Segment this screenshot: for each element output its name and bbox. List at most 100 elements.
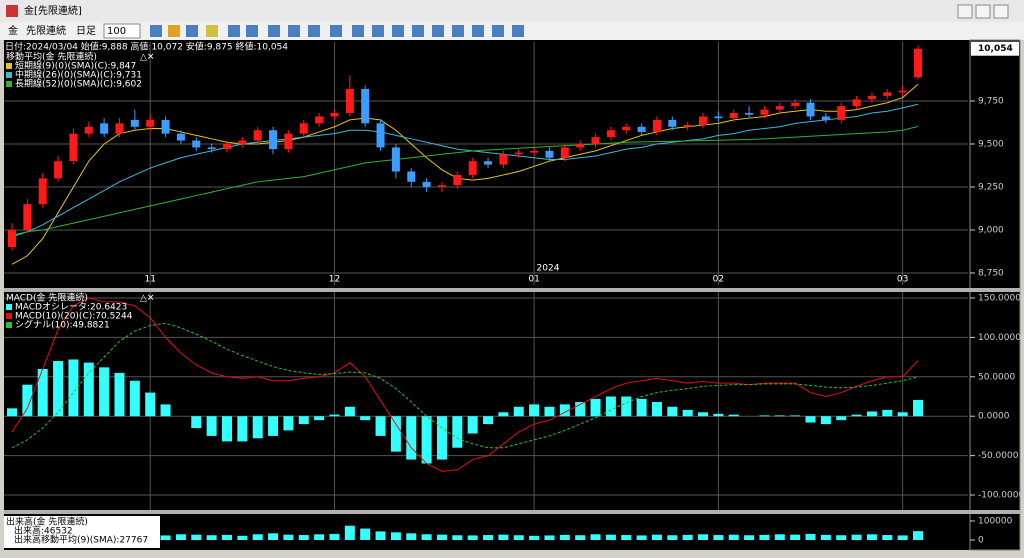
oscillator-bar bbox=[529, 404, 540, 417]
indicator-line bbox=[11, 103, 919, 238]
y-tick-label: 9,250 bbox=[978, 182, 1004, 192]
oscillator-bar bbox=[53, 361, 64, 417]
tool-icon[interactable] bbox=[512, 25, 524, 37]
x-tick-label: 11 bbox=[144, 275, 155, 285]
year-label: 2024 bbox=[537, 264, 560, 274]
candle-body bbox=[361, 88, 370, 124]
tool-icon[interactable] bbox=[288, 25, 300, 37]
oscillator-bar bbox=[314, 416, 325, 421]
oscillator-bar bbox=[237, 416, 248, 442]
tool-icon[interactable] bbox=[432, 25, 444, 37]
y-tick-label: 100000 bbox=[978, 516, 1013, 526]
window-title: 金[先限連続] bbox=[24, 4, 82, 17]
volume-bar bbox=[329, 533, 340, 540]
candle-body bbox=[668, 119, 677, 127]
y-tick-label: 0.0000 bbox=[978, 412, 1010, 422]
oscillator-bar bbox=[698, 412, 709, 417]
legend-swatch bbox=[6, 63, 12, 69]
tool-icon[interactable] bbox=[392, 25, 404, 37]
oscillator-bar bbox=[252, 416, 263, 439]
oscillator-bar bbox=[836, 416, 847, 421]
volume-bar bbox=[175, 534, 186, 540]
legend-title: 出来高(金 先限連続) bbox=[6, 516, 88, 528]
tool-icon[interactable] bbox=[228, 25, 240, 37]
candle-body bbox=[530, 150, 539, 153]
tool-icon[interactable] bbox=[246, 25, 258, 37]
minimize-button[interactable] bbox=[957, 4, 973, 19]
count-input[interactable] bbox=[103, 23, 141, 39]
candle-body bbox=[391, 147, 400, 172]
commodity[interactable]: 金 bbox=[8, 24, 18, 37]
oscillator-bar bbox=[790, 415, 801, 417]
candle-body bbox=[422, 181, 431, 187]
oscillator-bar bbox=[268, 416, 279, 436]
volume-bar bbox=[221, 534, 232, 540]
tool-icon[interactable] bbox=[492, 25, 504, 37]
volume-bar bbox=[851, 534, 862, 540]
tool-icon[interactable] bbox=[150, 25, 162, 37]
volume-bar bbox=[866, 534, 877, 540]
tool-icon[interactable] bbox=[352, 25, 364, 37]
close-button[interactable] bbox=[993, 4, 1009, 19]
oscillator-bar bbox=[390, 416, 401, 452]
candle-body bbox=[729, 113, 738, 119]
oscillator-bar bbox=[621, 396, 632, 417]
contract[interactable]: 先限連続 bbox=[26, 24, 66, 37]
legend-swatch bbox=[6, 322, 12, 328]
y-tick-label: 8,750 bbox=[978, 268, 1004, 278]
legend-title: MACD(金 先限連続) bbox=[6, 292, 88, 304]
candle-body bbox=[192, 140, 201, 148]
y-tick-label: 9,750 bbox=[978, 96, 1004, 106]
tool-icon[interactable] bbox=[168, 25, 180, 37]
tool-icon[interactable] bbox=[472, 25, 484, 37]
toolbar-icons bbox=[150, 25, 524, 37]
volume-bar bbox=[774, 534, 785, 540]
oscillator-bar bbox=[728, 414, 739, 417]
oscillator-bar bbox=[298, 416, 309, 425]
candle-body bbox=[606, 130, 615, 138]
volume-bar bbox=[897, 535, 908, 540]
indicator-line bbox=[11, 125, 919, 236]
oscillator-bar bbox=[559, 404, 570, 417]
last-price-box bbox=[971, 41, 1019, 56]
tool-icon[interactable] bbox=[308, 25, 320, 37]
legend-item: シグナル(10):49.8821 bbox=[15, 319, 110, 331]
tool-icon[interactable] bbox=[372, 25, 384, 37]
legend-close: △✕ bbox=[140, 53, 154, 63]
volume-bar bbox=[406, 533, 417, 540]
legend-close: △✕ bbox=[140, 294, 154, 304]
candle-body bbox=[407, 171, 416, 182]
volume-bar bbox=[882, 535, 893, 540]
volume-bar bbox=[698, 534, 709, 540]
oscillator-bar bbox=[913, 399, 923, 417]
tool-icon[interactable] bbox=[206, 25, 218, 37]
volume-bar bbox=[298, 535, 309, 540]
tool-icon[interactable] bbox=[452, 25, 464, 37]
oscillator-bar bbox=[145, 392, 156, 417]
tool-icon[interactable] bbox=[186, 25, 198, 37]
volume-bar bbox=[759, 534, 770, 540]
oscillator-bar bbox=[590, 398, 601, 417]
info-line: 日付:2024/03/04 始値:9,888 高値:10,072 安値:9,87… bbox=[5, 41, 288, 53]
candle-body bbox=[883, 92, 892, 96]
candle-body bbox=[760, 109, 769, 115]
candle-body bbox=[130, 119, 139, 127]
maximize-button[interactable] bbox=[975, 4, 991, 19]
candle-body bbox=[38, 178, 47, 205]
candle-body bbox=[161, 119, 170, 134]
count-value: 100 bbox=[107, 26, 126, 37]
candle-body bbox=[115, 123, 124, 134]
oscillator-bar bbox=[866, 411, 877, 417]
tool-icon[interactable] bbox=[330, 25, 342, 37]
candle-body bbox=[23, 204, 32, 230]
tool-icon[interactable] bbox=[268, 25, 280, 37]
candle-body bbox=[560, 147, 569, 158]
candle-body bbox=[499, 154, 508, 165]
oscillator-bar bbox=[851, 414, 862, 417]
period[interactable]: 日足 bbox=[76, 25, 96, 37]
volume-bar bbox=[575, 535, 586, 540]
oscillator-bar bbox=[99, 367, 110, 417]
y-tick-label: 50.0000 bbox=[978, 372, 1015, 382]
volume-bar bbox=[667, 535, 678, 540]
tool-icon[interactable] bbox=[412, 25, 424, 37]
